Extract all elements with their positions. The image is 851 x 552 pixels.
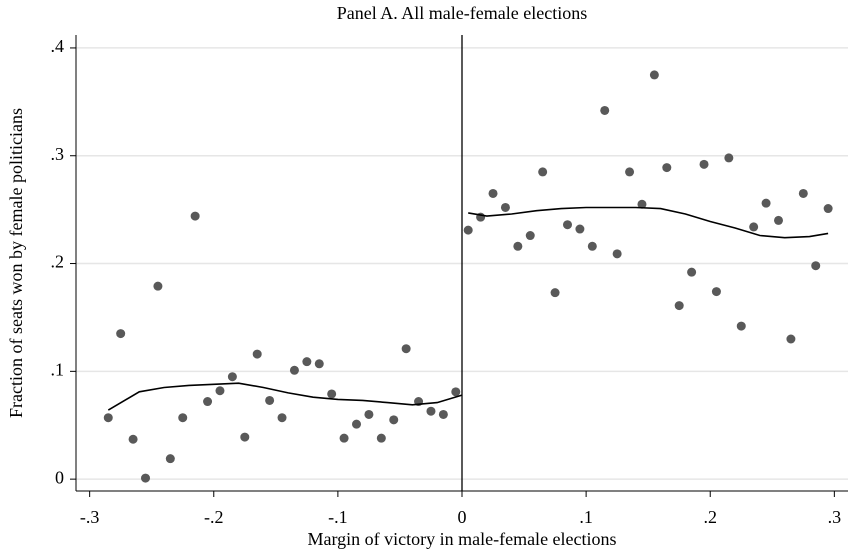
data-point [625, 167, 635, 177]
data-point [600, 105, 610, 115]
data-point [488, 188, 498, 198]
data-point [352, 419, 362, 429]
y-tick-label: .3 [51, 144, 65, 164]
data-point [612, 249, 622, 259]
data-point [513, 241, 523, 251]
data-point [153, 281, 163, 291]
data-point [364, 409, 374, 419]
data-point [376, 433, 386, 443]
x-tick-label: -.2 [204, 507, 224, 527]
y-tick-label: .2 [51, 252, 65, 272]
data-point [773, 215, 783, 225]
x-tick-label: 0 [458, 507, 467, 527]
x-tick-label: .2 [703, 507, 717, 527]
fit-line [468, 206, 829, 239]
data-point [749, 222, 759, 232]
data-point [339, 433, 349, 443]
data-point [277, 413, 287, 423]
x-tick-label: .1 [579, 507, 593, 527]
x-tick-label: .3 [828, 507, 842, 527]
data-point [761, 198, 771, 208]
data-point [500, 202, 510, 212]
data-point [203, 397, 213, 407]
data-point [798, 188, 808, 198]
data-point [525, 231, 535, 241]
data-point [116, 329, 126, 339]
data-point [389, 415, 399, 425]
data-point [724, 153, 734, 163]
data-point [327, 389, 337, 399]
data-point [786, 334, 796, 344]
data-point [811, 261, 821, 271]
x-tick-label: -.1 [328, 507, 348, 527]
data-point [401, 344, 411, 354]
data-point [141, 473, 151, 483]
data-point [451, 387, 461, 397]
data-point [687, 267, 697, 277]
data-point [240, 432, 250, 442]
x-tick-label: -.3 [80, 507, 100, 527]
fit-line [107, 382, 463, 411]
data-point [128, 434, 138, 444]
data-point [736, 321, 746, 331]
data-point [575, 224, 585, 234]
data-point [103, 413, 113, 423]
data-point [637, 199, 647, 209]
data-point [662, 163, 672, 173]
data-point [215, 386, 225, 396]
y-axis-label: Fraction of seats won by female politici… [6, 108, 26, 418]
y-tick-label: 0 [55, 467, 64, 487]
data-point [550, 288, 560, 298]
x-axis-label: Margin of victory in male-female electio… [307, 529, 616, 549]
data-point [699, 159, 709, 169]
data-point [674, 301, 684, 311]
data-point [289, 365, 299, 375]
y-tick-label: .1 [51, 359, 65, 379]
data-point [426, 406, 436, 416]
data-point [302, 357, 312, 367]
data-point [711, 287, 721, 297]
data-point [165, 454, 175, 464]
data-point [190, 211, 200, 221]
chart-title: Panel A. All male-female elections [337, 3, 587, 23]
data-point [227, 372, 237, 382]
data-point [463, 225, 473, 235]
data-point [265, 395, 275, 405]
data-point [538, 167, 548, 177]
data-point [178, 413, 188, 423]
data-point [823, 204, 833, 214]
data-point [562, 220, 572, 230]
data-point [587, 241, 597, 251]
data-point [314, 359, 324, 369]
y-tick-label: .4 [51, 36, 65, 56]
data-point [438, 409, 448, 419]
data-point [649, 70, 659, 80]
data-point [252, 349, 262, 359]
